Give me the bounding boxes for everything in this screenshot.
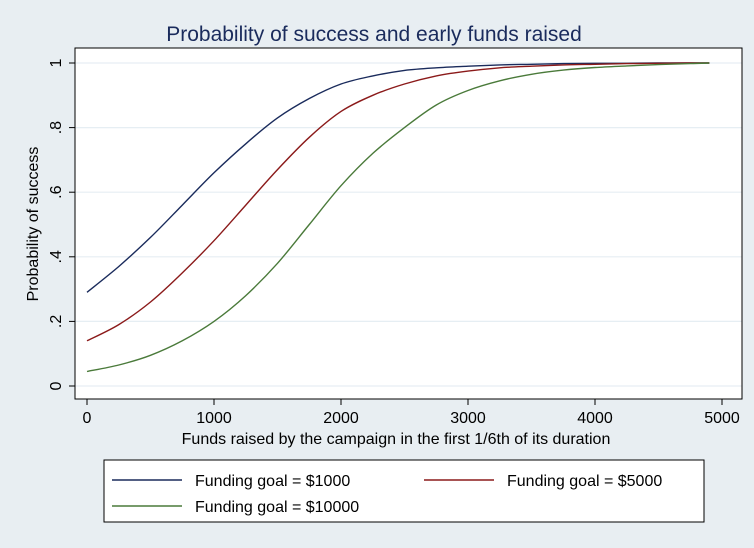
y-axis-title: Probability of success	[25, 147, 42, 302]
x-tick-label-4: 4000	[577, 410, 613, 427]
plot-frame	[74, 47, 743, 400]
y-tick-label-4: .8	[48, 121, 65, 134]
y-tick-label-2: .4	[48, 250, 65, 263]
y-tick-label-0: 0	[48, 381, 65, 390]
x-axis-title: Funds raised by the campaign in the firs…	[182, 431, 611, 448]
chart-title: Probability of success and early funds r…	[166, 23, 582, 46]
legend-box	[103, 459, 705, 523]
series-lines	[86, 62, 710, 373]
series-line-1	[86, 62, 710, 342]
series-line-2	[86, 62, 710, 373]
legend-label-1: Funding goal = $5000	[507, 473, 662, 490]
legend-label-2: Funding goal = $10000	[195, 499, 359, 516]
y-axis: 0 .2 .4 .6 .8 1	[48, 58, 75, 390]
y-tick-label-3: .6	[48, 185, 65, 198]
plot-area	[74, 47, 743, 400]
x-tick-label-0: 0	[83, 410, 92, 427]
legend: Funding goal = $1000 Funding goal = $5000…	[103, 459, 705, 523]
y-tick-label-1: .2	[48, 315, 65, 328]
x-axis: 0 1000 2000 3000 4000 5000	[83, 399, 740, 427]
x-tick-label-2: 2000	[323, 410, 359, 427]
legend-label-0: Funding goal = $1000	[195, 473, 350, 490]
plot-background	[75, 48, 742, 399]
x-tick-label-1: 1000	[196, 410, 232, 427]
x-tick-label-5: 5000	[704, 410, 740, 427]
y-tick-label-5: 1	[48, 58, 65, 67]
legend-items: Funding goal = $1000 Funding goal = $5000…	[112, 473, 662, 516]
x-tick-label-3: 3000	[450, 410, 486, 427]
